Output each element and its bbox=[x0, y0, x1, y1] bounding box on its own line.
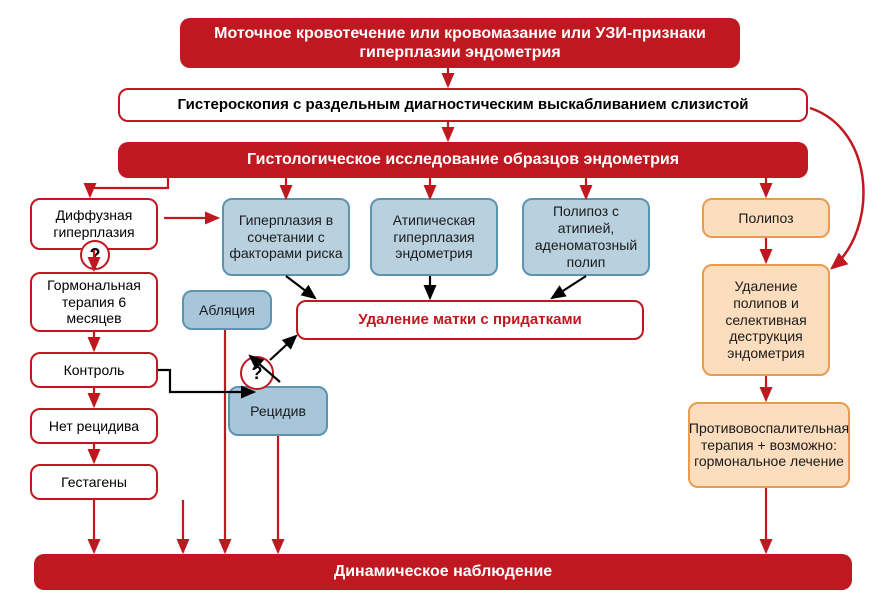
node-ablation: Абляция bbox=[182, 290, 272, 330]
step-hysteroscopy-label: Гистероскопия с раздельным диагностическ… bbox=[178, 96, 749, 114]
watermark: PROMATKA.RU bbox=[0, 200, 2, 308]
node-control: Контроль bbox=[30, 352, 158, 388]
node-gestagens: Гестагены bbox=[30, 464, 158, 500]
node-relapse: Рецидив bbox=[228, 386, 328, 436]
node-atypical-hyperplasia: Атипическая гиперплазия эндометрия bbox=[370, 198, 498, 276]
step-histology: Гистологическое исследование образцов эн… bbox=[118, 142, 808, 178]
node-antiinflammatory: Противовоспалительная терапия + возможно… bbox=[688, 402, 850, 488]
step-symptoms: Моточное кровотечение или кровомазание и… bbox=[180, 18, 740, 68]
step-symptoms-label: Моточное кровотечение или кровомазание и… bbox=[184, 24, 736, 62]
decision-q1: ? bbox=[80, 240, 110, 270]
decision-q2: ? bbox=[240, 356, 274, 390]
node-polyposis-atypia: Полипоз с атипией, аденоматозный полип bbox=[522, 198, 650, 276]
step-monitoring: Динамическое наблюдение bbox=[34, 554, 852, 590]
node-uterus-removal: Удаление матки с придатками bbox=[296, 300, 644, 340]
node-polyp-removal: Удаление полипов и селективная деструкци… bbox=[702, 264, 830, 376]
step-hysteroscopy: Гистероскопия с раздельным диагностическ… bbox=[118, 88, 808, 122]
step-histology-label: Гистологическое исследование образцов эн… bbox=[247, 150, 679, 169]
node-hyperplasia-risk: Гиперплазия в сочетании с факторами риск… bbox=[222, 198, 350, 276]
node-polyposis: Полипоз bbox=[702, 198, 830, 238]
node-hormone-therapy: Гормональная терапия 6 месяцев bbox=[30, 272, 158, 332]
node-no-relapse: Нет рецидива bbox=[30, 408, 158, 444]
